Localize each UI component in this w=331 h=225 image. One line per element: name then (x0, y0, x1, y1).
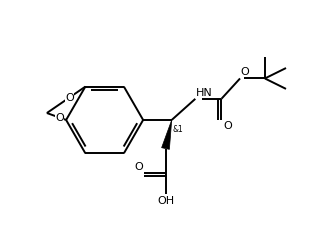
Text: O: O (135, 162, 143, 172)
Text: O: O (223, 121, 232, 131)
Text: &1: &1 (173, 125, 184, 134)
Text: O: O (55, 113, 64, 124)
Polygon shape (162, 120, 172, 149)
Text: O: O (65, 93, 74, 103)
Text: HN: HN (196, 88, 213, 98)
Text: OH: OH (157, 196, 174, 206)
Text: O: O (241, 68, 250, 77)
